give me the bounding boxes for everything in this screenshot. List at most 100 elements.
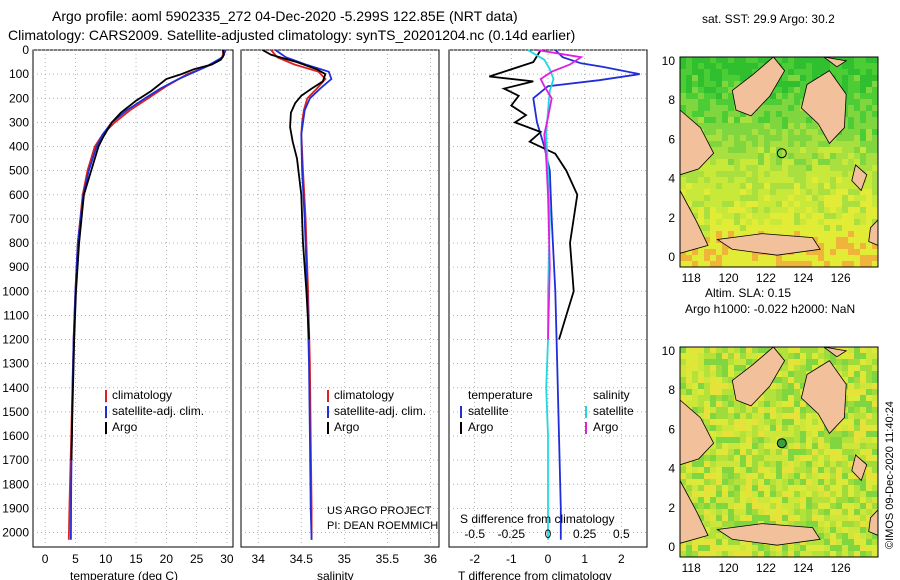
y-tick-label: 1500 (2, 405, 29, 419)
map-cell (794, 141, 800, 147)
map-cell (824, 473, 830, 479)
map-cell (806, 407, 812, 413)
map-cell (722, 383, 728, 389)
map-cell (842, 207, 848, 213)
map-cell (842, 141, 848, 147)
map-cell (776, 87, 782, 93)
map-cell (764, 177, 770, 183)
map-cell (716, 485, 722, 491)
map-cell (680, 177, 686, 183)
map-cell (824, 183, 830, 189)
map-cell (788, 213, 794, 219)
map-cell (818, 539, 824, 545)
map-cell (776, 171, 782, 177)
map-cell (788, 255, 794, 261)
map-cell (704, 123, 710, 129)
map-cell (776, 255, 782, 261)
map-cell (764, 99, 770, 105)
map-cell (782, 255, 788, 261)
map-cell (854, 69, 860, 75)
map-cell (764, 425, 770, 431)
map-cell (728, 165, 734, 171)
map-cell (746, 225, 752, 231)
map-cell (698, 165, 704, 171)
map-cell (794, 123, 800, 129)
map-cell (818, 159, 824, 165)
map-cell (866, 201, 872, 207)
map-cell (752, 473, 758, 479)
map-cell (782, 231, 788, 237)
map-cell (722, 461, 728, 467)
map-cell (860, 147, 866, 153)
map-cell (710, 99, 716, 105)
map-cell (758, 111, 764, 117)
map-cell (812, 189, 818, 195)
map-cell (794, 111, 800, 117)
map-cell (872, 123, 878, 129)
map-cell (854, 347, 860, 353)
y-tick-label: 1400 (2, 381, 29, 395)
map-cell (866, 255, 872, 261)
map-cell (746, 413, 752, 419)
map-cell (734, 111, 740, 117)
map-cell (776, 473, 782, 479)
map-cell (716, 93, 722, 99)
map-cell (830, 243, 836, 249)
map-cell (794, 99, 800, 105)
map-cell (782, 479, 788, 485)
map-cell (800, 413, 806, 419)
map-cell (854, 135, 860, 141)
map-cell (716, 545, 722, 551)
map-cell (860, 69, 866, 75)
map-x-tick: 120 (719, 271, 739, 285)
map-cell (860, 87, 866, 93)
map-cell (770, 147, 776, 153)
map-cell (704, 165, 710, 171)
map-cell (722, 207, 728, 213)
map-cell (764, 147, 770, 153)
map-cell (818, 479, 824, 485)
map-cell (758, 129, 764, 135)
map-cell (782, 473, 788, 479)
map-cell (848, 455, 854, 461)
map-cell (788, 389, 794, 395)
map-cell (812, 485, 818, 491)
map-cell (860, 117, 866, 123)
map-cell (746, 159, 752, 165)
map-cell (854, 63, 860, 69)
map-cell (692, 189, 698, 195)
map-cell (764, 189, 770, 195)
map-cell (710, 509, 716, 515)
map-cell (734, 473, 740, 479)
map-cell (788, 195, 794, 201)
map-cell (824, 207, 830, 213)
map-cell (680, 389, 686, 395)
map-cell (764, 467, 770, 473)
map-cell (764, 449, 770, 455)
map-cell (728, 407, 734, 413)
map-cell (734, 63, 740, 69)
y-tick-label: 1100 (3, 308, 29, 322)
map-cell (824, 219, 830, 225)
map-cell (698, 123, 704, 129)
map-cell (872, 189, 878, 195)
map-cell (794, 219, 800, 225)
map-cell (740, 347, 746, 353)
map-cell (728, 359, 734, 365)
map-cell (800, 63, 806, 69)
map-cell (770, 461, 776, 467)
x-tick-label: 0 (545, 552, 552, 566)
map-cell (710, 551, 716, 557)
map-cell (728, 99, 734, 105)
map-cell (740, 183, 746, 189)
map-cell (800, 261, 806, 267)
map-cell (788, 551, 794, 557)
map-cell (692, 207, 698, 213)
map-cell (746, 201, 752, 207)
argo-position-marker (776, 438, 787, 449)
map-cell (770, 255, 776, 261)
map-cell (698, 207, 704, 213)
map-cell (836, 135, 842, 141)
map-cell (842, 371, 848, 377)
map-cell (734, 407, 740, 413)
